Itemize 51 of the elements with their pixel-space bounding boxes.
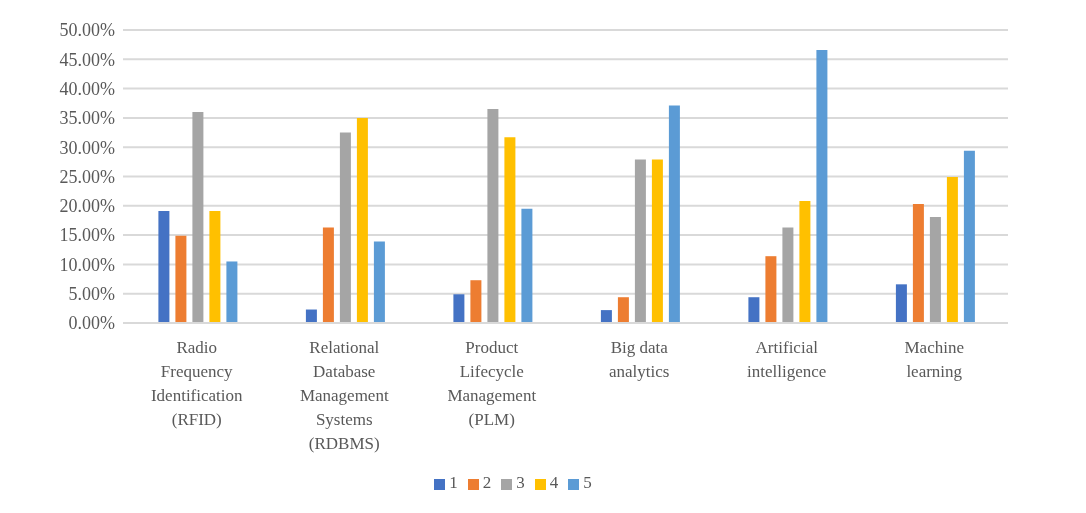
x-tick-label: Product Lifecycle Management (PLM) [447,338,537,429]
x-tick-label: Relational Database Management Systems (RDBMS) [299,338,389,453]
y-tick-label: 30.00% [59,137,115,158]
bar [521,208,533,323]
y-tick-label: 40.00% [59,78,115,99]
bar [175,235,187,323]
bar [192,112,204,323]
y-tick-label: 35.00% [59,108,115,129]
bar [322,227,334,323]
bar [816,49,828,323]
y-tick-label: 15.00% [59,225,115,246]
bar [748,297,760,323]
bar [634,159,646,323]
x-tick-label: Artificial intelligence [747,338,827,381]
bar [600,310,612,323]
y-tick-label: 20.00% [59,196,115,217]
bar [929,216,941,323]
y-tick-label: 0.00% [68,313,115,334]
bar [470,280,482,323]
bar [453,294,465,323]
bar [356,117,368,323]
x-tick-label: Big data analytics [609,338,670,381]
bar [209,211,221,323]
bar [668,105,680,323]
legend-label: 5 [583,473,592,492]
bar [963,150,975,323]
x-tick-label: Machine learning [904,338,964,381]
x-tick-label: Radio Frequency Identification (RFID) [150,338,244,429]
bar [226,261,238,323]
bar [782,227,794,323]
y-tick-label: 5.00% [68,284,115,305]
y-tick-label: 10.00% [59,254,115,275]
bar [912,204,924,323]
legend-label: 1 [449,473,458,492]
y-tick-label: 45.00% [59,49,115,70]
y-tick-label: 25.00% [59,166,115,187]
legend-label: 4 [549,473,559,492]
legend-label: 3 [516,473,525,492]
bar [339,132,351,323]
bar [373,241,385,323]
bar [895,284,907,323]
bar [487,109,499,323]
bar [158,211,170,323]
bar [946,177,958,323]
bar [765,256,777,323]
bar [504,137,516,323]
bar [799,201,811,323]
bar [651,159,663,323]
legend-label: 2 [482,473,492,492]
bar [617,297,629,323]
y-tick-label: 50.00% [59,20,115,41]
